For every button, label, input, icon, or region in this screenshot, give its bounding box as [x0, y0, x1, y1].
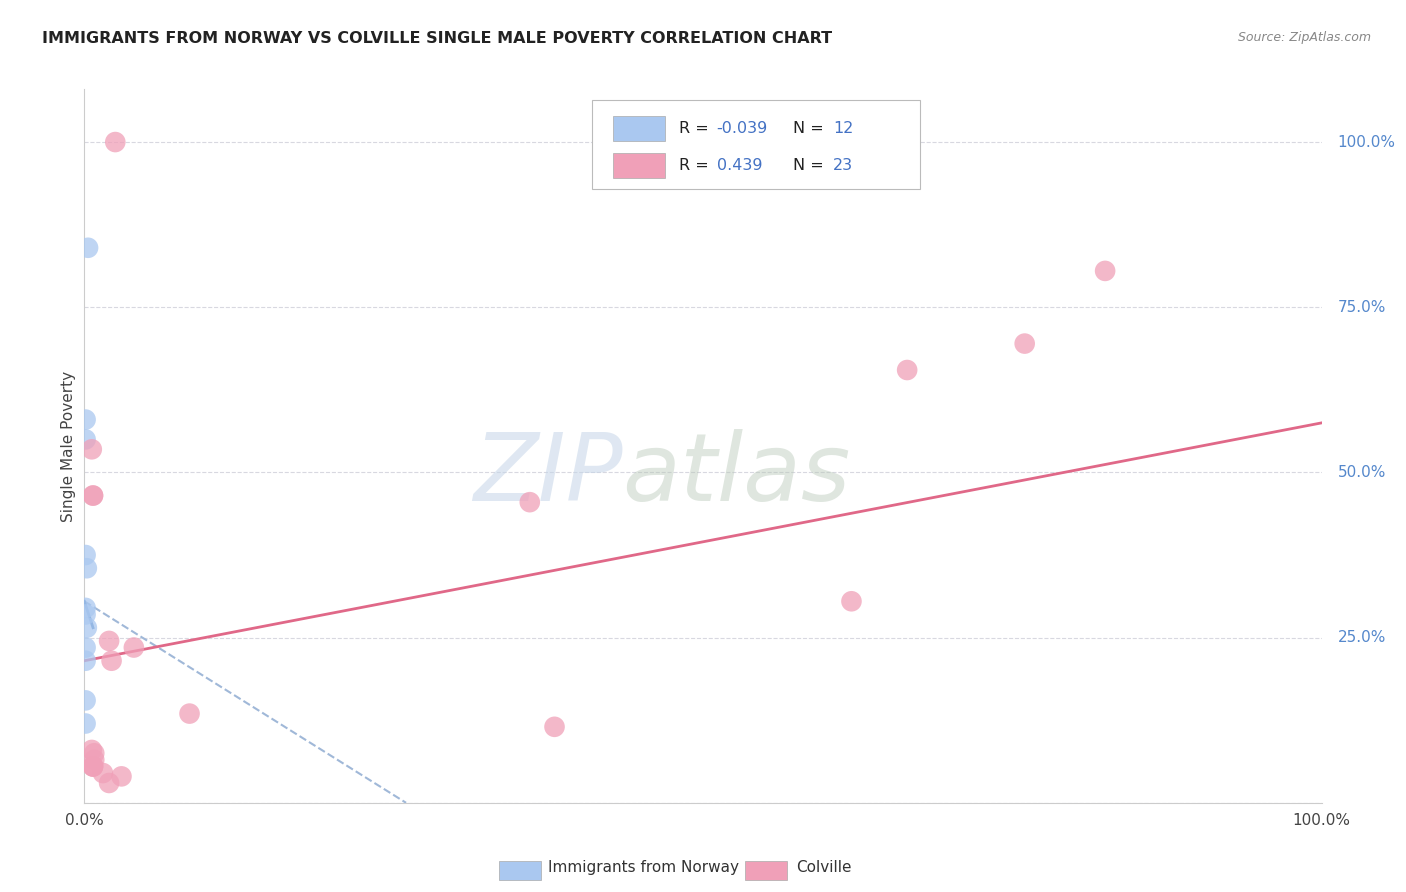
Point	[75, 607, 97, 622]
Point	[896, 363, 918, 377]
Text: 100.0%: 100.0%	[1337, 135, 1396, 150]
Point	[75, 548, 97, 562]
Point	[98, 634, 121, 648]
Text: Immigrants from Norway: Immigrants from Norway	[548, 860, 740, 874]
Point	[179, 706, 201, 721]
Text: -0.039: -0.039	[717, 120, 768, 136]
Text: atlas: atlas	[623, 429, 851, 520]
Point	[82, 489, 104, 503]
Point	[110, 769, 132, 783]
Text: 75.0%: 75.0%	[1337, 300, 1386, 315]
Point	[519, 495, 541, 509]
Point	[122, 640, 145, 655]
Point	[1094, 264, 1116, 278]
Point	[91, 766, 114, 780]
Point	[83, 753, 105, 767]
Point	[75, 600, 97, 615]
FancyBboxPatch shape	[613, 153, 665, 178]
Text: ZIP: ZIP	[472, 429, 623, 520]
Point	[82, 759, 104, 773]
Text: N =: N =	[793, 158, 824, 172]
Point	[100, 654, 122, 668]
Point	[76, 561, 98, 575]
Point	[75, 716, 97, 731]
Point	[80, 743, 103, 757]
Text: 50.0%: 50.0%	[1337, 465, 1386, 480]
Text: 0.439: 0.439	[717, 158, 762, 172]
FancyBboxPatch shape	[613, 116, 665, 141]
Text: 23: 23	[832, 158, 853, 172]
Point	[77, 241, 100, 255]
Point	[75, 412, 97, 426]
Text: IMMIGRANTS FROM NORWAY VS COLVILLE SINGLE MALE POVERTY CORRELATION CHART: IMMIGRANTS FROM NORWAY VS COLVILLE SINGL…	[42, 31, 832, 46]
Text: R =: R =	[679, 158, 709, 172]
Text: N =: N =	[793, 120, 824, 136]
Point	[98, 776, 121, 790]
Point	[80, 442, 103, 457]
Point	[75, 433, 97, 447]
Point	[75, 693, 97, 707]
Point	[543, 720, 565, 734]
Point	[75, 640, 97, 655]
FancyBboxPatch shape	[592, 100, 920, 189]
Point	[104, 135, 127, 149]
Point	[82, 759, 104, 773]
Point	[82, 759, 104, 773]
Point	[83, 746, 105, 760]
Point	[82, 489, 104, 503]
Point	[1014, 336, 1036, 351]
Text: 12: 12	[832, 120, 853, 136]
Text: Source: ZipAtlas.com: Source: ZipAtlas.com	[1237, 31, 1371, 45]
Text: R =: R =	[679, 120, 709, 136]
Y-axis label: Single Male Poverty: Single Male Poverty	[60, 370, 76, 522]
Point	[841, 594, 863, 608]
Text: Colville: Colville	[796, 860, 851, 874]
Text: 25.0%: 25.0%	[1337, 630, 1386, 645]
Point	[76, 621, 98, 635]
Point	[75, 654, 97, 668]
